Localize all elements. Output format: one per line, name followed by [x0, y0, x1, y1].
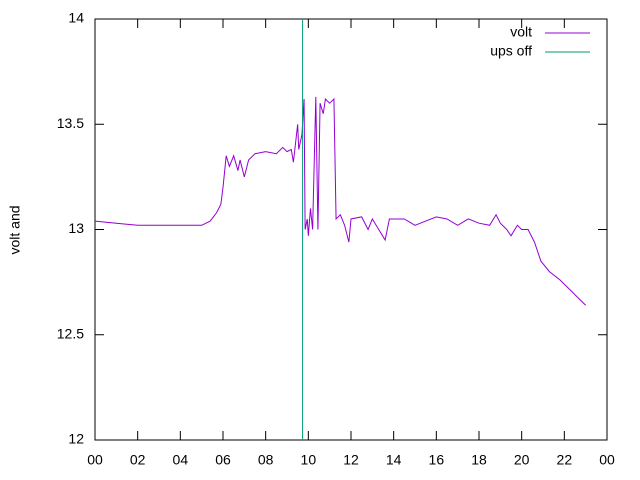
x-tick-label: 14: [386, 452, 402, 468]
x-tick-label: 06: [215, 452, 231, 468]
x-tick-label: 04: [173, 452, 189, 468]
x-tick-label: 16: [429, 452, 445, 468]
series-line: [94, 96, 587, 306]
x-tick-label: 18: [471, 452, 487, 468]
x-tick-label: 22: [557, 452, 573, 468]
legend-label: ups off: [490, 43, 532, 59]
y-tick-label: 12.5: [57, 325, 84, 341]
y-tick-label: 14: [68, 10, 84, 26]
y-tick-label: 13: [68, 220, 84, 236]
x-tick-label: 20: [514, 452, 530, 468]
plot-border: [94, 18, 608, 441]
x-tick-label: 10: [301, 452, 317, 468]
y-axis-label: volt and: [7, 205, 23, 254]
legend-label: volt: [510, 24, 532, 40]
x-tick-label: 12: [343, 452, 359, 468]
x-tick-label: 00: [87, 452, 103, 468]
y-tick-label: 13.5: [57, 115, 84, 131]
x-tick-label: 00: [599, 452, 615, 468]
x-tick-label: 08: [258, 452, 274, 468]
x-tick-label: 02: [130, 452, 146, 468]
y-tick-label: 12: [68, 431, 84, 447]
